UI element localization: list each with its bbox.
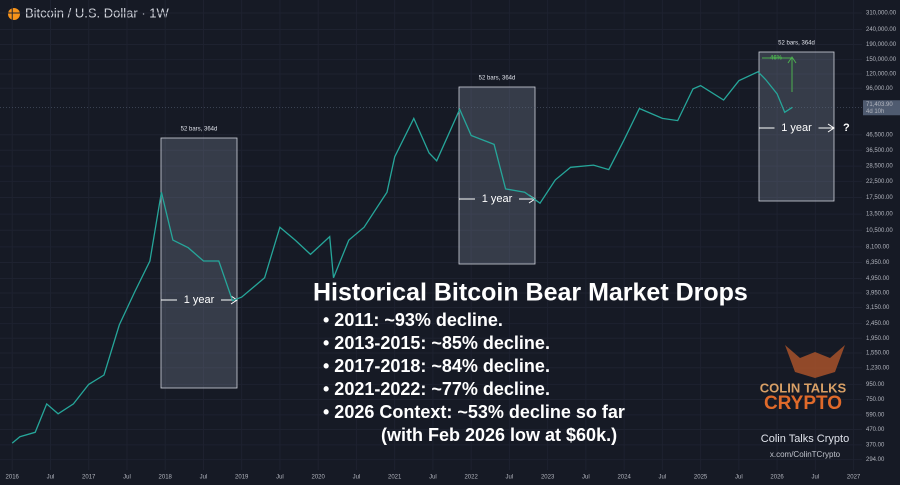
question-mark: ? (843, 122, 850, 134)
x-tick-label: Jul (200, 475, 208, 481)
x-tick-label: Jul (429, 475, 437, 481)
x-tick-label: 2023 (541, 475, 555, 481)
overlay-bullet: • 2026 Context: ~53% decline so far (323, 402, 625, 422)
rise-arrow-head (787, 56, 797, 64)
y-tick-label: 96,000.00 (866, 86, 893, 92)
span-arrow (230, 295, 238, 305)
span-label: 1 year (482, 193, 513, 205)
y-tick-label: 294.00 (866, 457, 885, 463)
y-tick-label: 950.00 (866, 382, 885, 388)
rise-label: 46% (770, 56, 783, 62)
y-tick-label: 240,000.00 (866, 27, 897, 33)
x-tick-label: 2022 (464, 475, 478, 481)
brand-handle: x.com/ColinTCrypto (770, 450, 841, 459)
x-tick-label: Jul (47, 475, 55, 481)
overlay-title: Historical Bitcoin Bear Market Drops (313, 279, 748, 307)
price-tag-value: 71,403.90 (866, 102, 893, 108)
y-tick-label: 470.00 (866, 427, 885, 433)
x-tick-label: Jul (735, 475, 743, 481)
span-arrow (827, 123, 835, 133)
y-tick-label: 22,500.00 (866, 179, 893, 185)
coin-icon (8, 8, 20, 20)
range-box (758, 51, 835, 202)
y-tick-label: 590.00 (866, 412, 885, 418)
y-tick-label: 150,000.00 (866, 57, 897, 63)
price-tag (863, 100, 900, 116)
overlay-bullet: • 2013-2015: ~85% decline. (323, 333, 550, 353)
y-tick-label: 6,350.00 (866, 260, 890, 266)
overlay-bullet: • 2017-2018: ~84% decline. (323, 356, 550, 376)
range-box-label: 52 bars, 364d (479, 76, 516, 82)
logo-top: COLIN TALKS (760, 380, 847, 395)
x-tick-label: 2018 (159, 475, 173, 481)
price-line (11, 71, 793, 444)
y-tick-label: 28,500.00 (866, 164, 893, 170)
y-tick-label: 750.00 (866, 397, 885, 403)
x-tick-label: 2026 (770, 475, 784, 481)
x-tick-label: Jul (123, 475, 131, 481)
y-tick-label: 1,230.00 (866, 365, 890, 371)
brand-name: Colin Talks Crypto (761, 433, 849, 445)
y-tick-label: 190,000.00 (866, 42, 897, 48)
x-tick-label: 2027 (847, 475, 861, 481)
x-tick-label: 2025 (694, 475, 708, 481)
overlay-note: (with Feb 2026 low at $60k.) (381, 425, 617, 445)
y-tick-label: 120,000.00 (866, 72, 897, 78)
range-box-label: 52 bars, 364d (181, 127, 218, 133)
x-tick-label: Jul (812, 475, 820, 481)
y-tick-label: 36,500.00 (866, 148, 893, 154)
y-tick-label: 13,500.00 (866, 212, 893, 218)
y-tick-label: 310,000.00 (866, 11, 897, 17)
y-tick-label: 3,150.00 (866, 305, 890, 311)
x-tick-label: 2021 (388, 475, 402, 481)
x-tick-label: Jul (353, 475, 361, 481)
span-label: 1 year (781, 122, 812, 134)
x-tick-label: 2016 (6, 475, 20, 481)
x-tick-label: Jul (582, 475, 590, 481)
x-tick-label: Jul (506, 475, 514, 481)
range-box (458, 86, 536, 265)
span-label: 1 year (184, 294, 215, 306)
y-tick-label: 8,100.00 (866, 244, 890, 250)
y-tick-label: 3,950.00 (866, 291, 890, 297)
x-tick-label: 2019 (235, 475, 249, 481)
y-tick-label: 1,550.00 (866, 351, 890, 357)
y-tick-label: 2,450.00 (866, 321, 890, 327)
overlay-bullet: • 2021-2022: ~77% decline. (323, 379, 550, 399)
price-tag-countdown: 4d 10h (866, 109, 884, 115)
x-tick-label: Jul (659, 475, 667, 481)
x-tick-label: Jul (276, 475, 284, 481)
logo-bull (785, 345, 845, 378)
logo-bottom: CRYPTO (764, 393, 842, 414)
x-tick-label: 2017 (82, 475, 96, 481)
range-box-label: 52 bars, 364d (778, 41, 815, 47)
x-tick-label: 2024 (617, 475, 631, 481)
y-tick-label: 4,950.00 (866, 276, 890, 282)
range-box (160, 137, 238, 389)
y-tick-label: 370.00 (866, 442, 885, 448)
y-tick-label: 17,500.00 (866, 195, 893, 201)
y-tick-label: 46,500.00 (866, 132, 893, 138)
y-tick-label: 1,950.00 (866, 336, 890, 342)
y-tick-label: 10,500.00 (866, 228, 893, 234)
overlay-bullet: • 2011: ~93% decline. (323, 310, 503, 330)
x-tick-label: 2020 (312, 475, 326, 481)
